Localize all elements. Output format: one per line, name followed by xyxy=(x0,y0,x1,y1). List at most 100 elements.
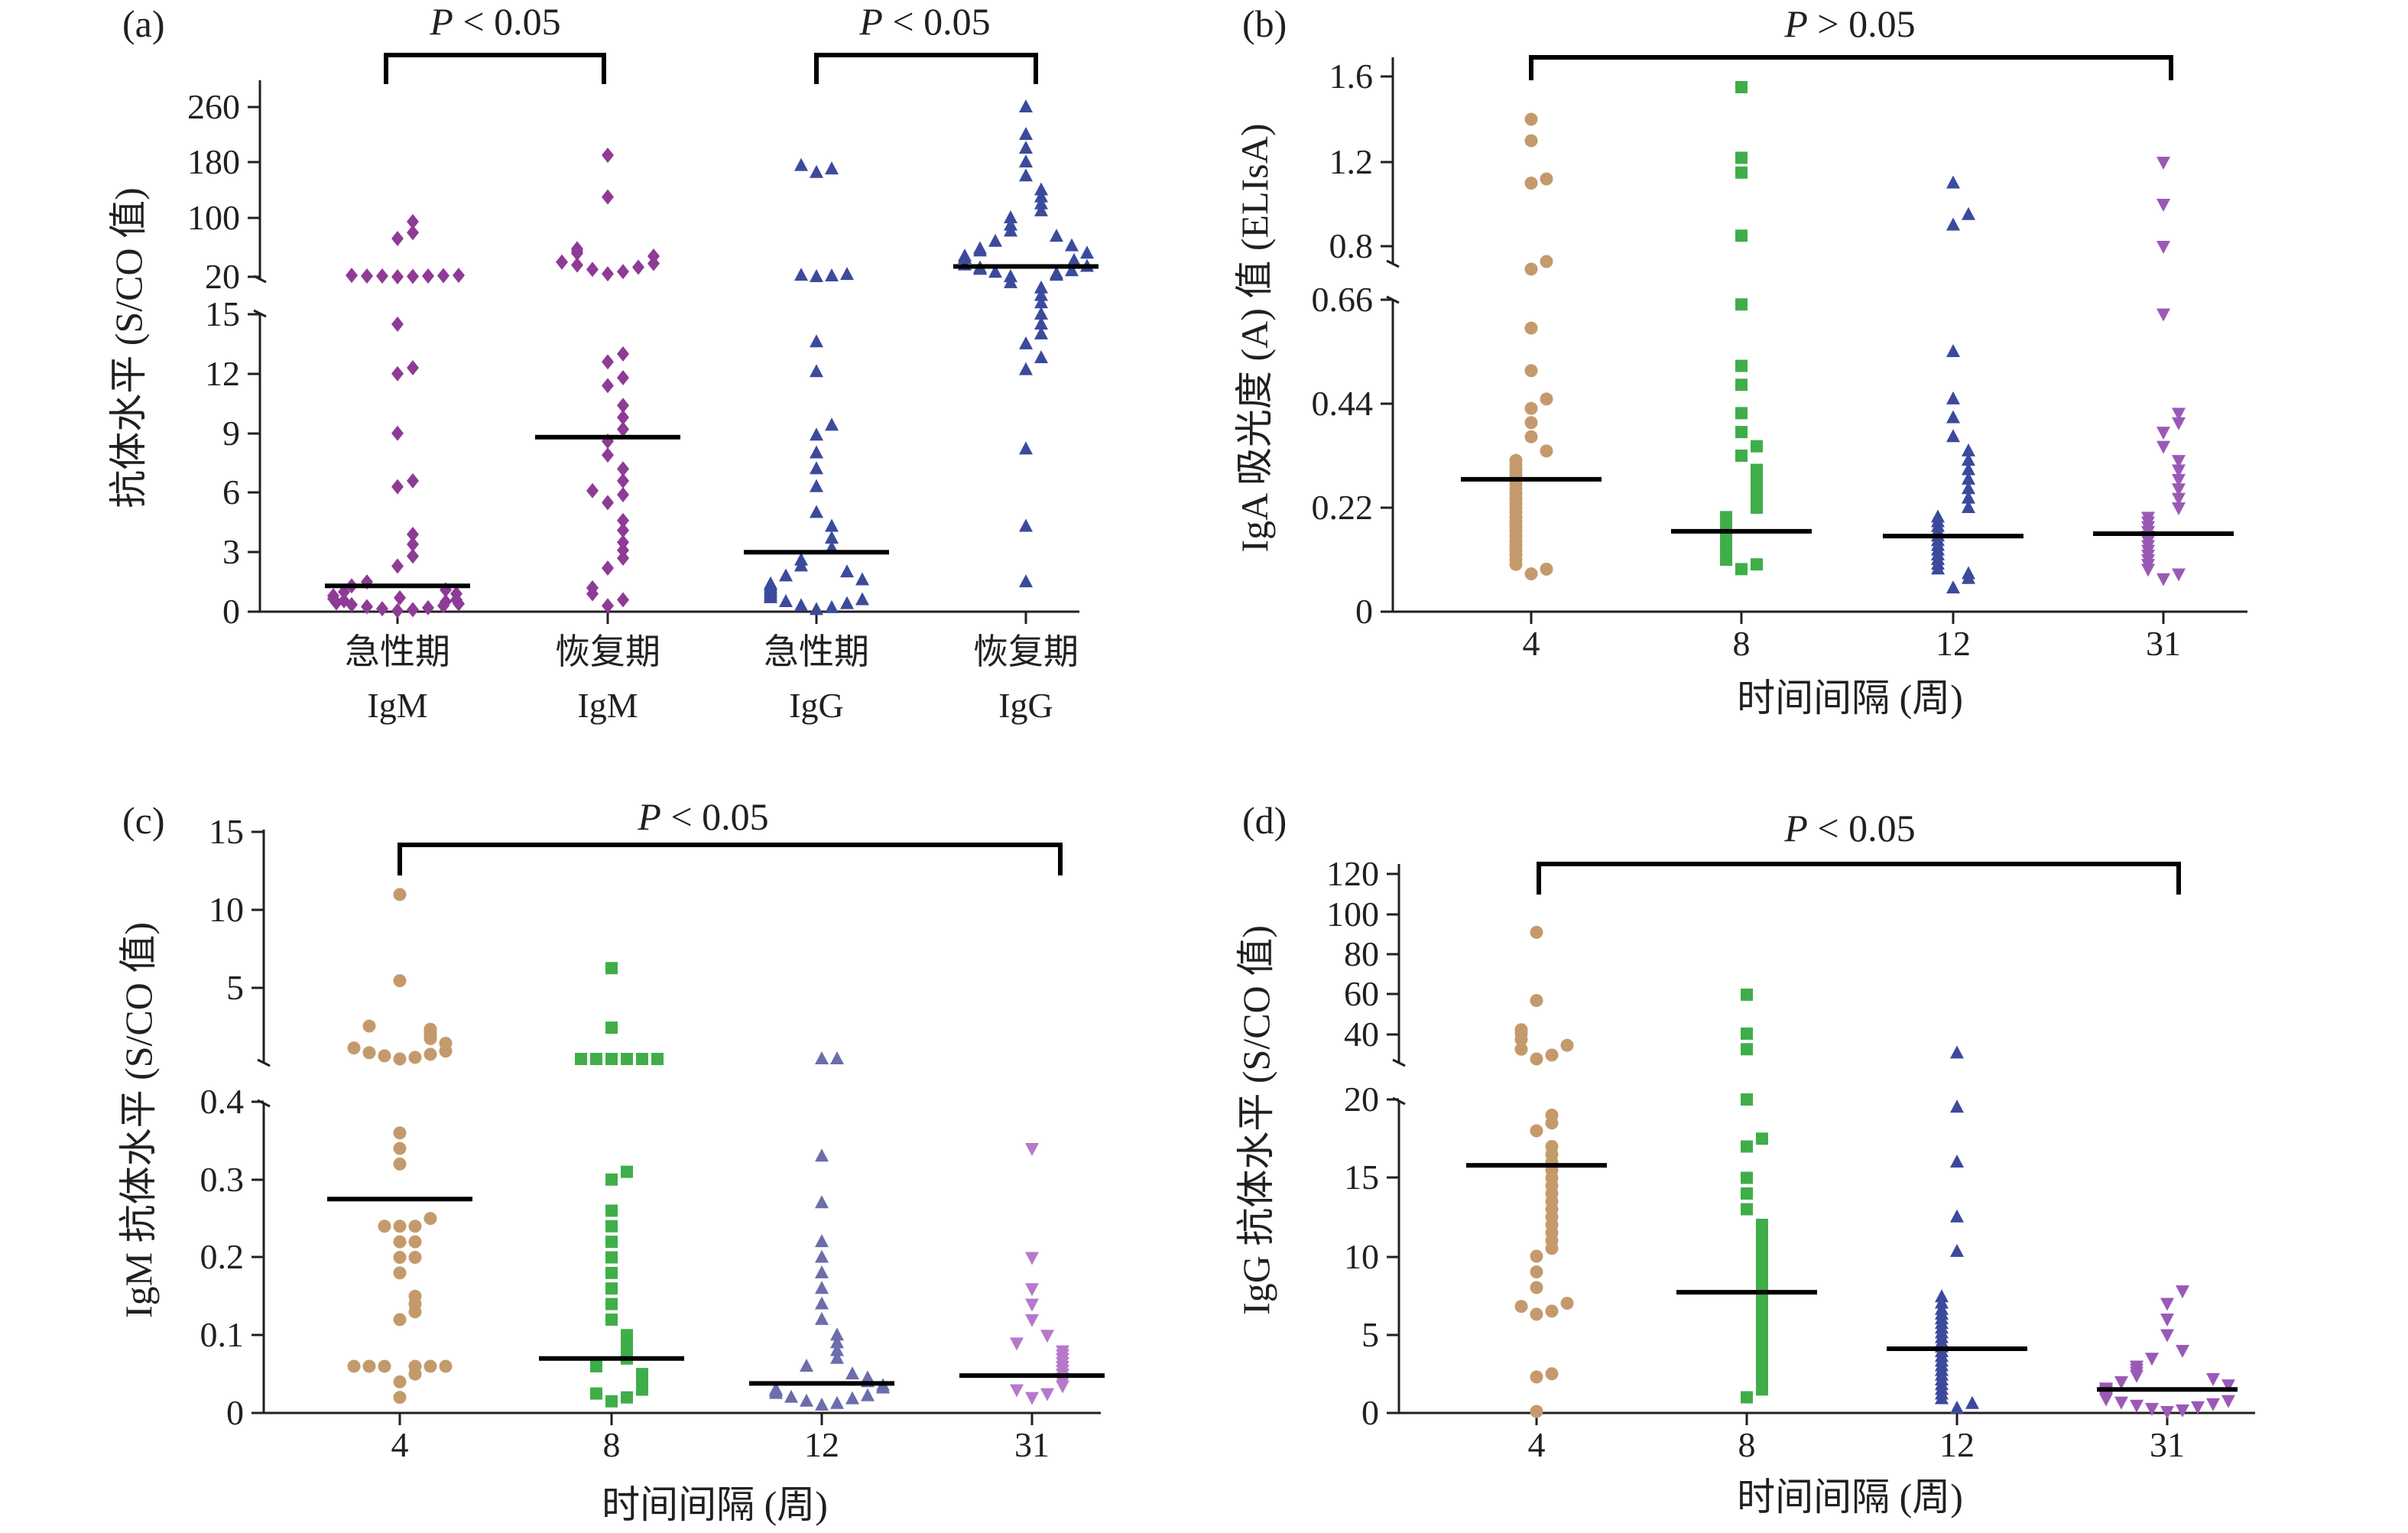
data-point xyxy=(1065,263,1079,277)
data-point xyxy=(1524,262,1538,276)
data-point xyxy=(1050,266,1063,280)
data-point xyxy=(602,560,614,576)
data-point xyxy=(988,265,1002,278)
y-tick-label: 0.1 xyxy=(200,1315,245,1354)
data-point xyxy=(1741,1093,1753,1106)
data-point xyxy=(1040,1330,1054,1343)
data-point xyxy=(2156,440,2170,454)
x-tick-label: IgG xyxy=(998,686,1053,725)
data-point xyxy=(424,1022,437,1036)
data-point xyxy=(825,531,839,544)
data-point xyxy=(2176,1345,2189,1358)
data-point xyxy=(1962,481,1975,495)
data-point xyxy=(393,1142,407,1155)
data-point xyxy=(617,534,629,551)
data-point xyxy=(605,1220,618,1233)
data-point xyxy=(1735,81,1748,93)
data-point xyxy=(769,1382,783,1395)
data-point xyxy=(393,1266,407,1280)
data-point xyxy=(1962,490,1975,504)
data-point xyxy=(617,473,629,489)
y-tick-label: 15 xyxy=(1344,1158,1379,1197)
x-tick-label: 31 xyxy=(2146,624,2181,663)
data-point xyxy=(1524,416,1538,430)
data-point xyxy=(1019,127,1033,140)
y-axis-title: IgM 抗体水平 (S/CO 值) xyxy=(117,922,160,1318)
data-point xyxy=(586,261,599,278)
data-point xyxy=(1056,1345,1069,1359)
data-point xyxy=(378,1359,391,1373)
data-point xyxy=(1034,189,1048,203)
data-point xyxy=(1741,1043,1753,1056)
data-point xyxy=(855,572,869,586)
data-point xyxy=(617,461,629,477)
data-point xyxy=(1946,344,1960,357)
x-tick-label: 31 xyxy=(1014,1425,1050,1464)
data-point xyxy=(1019,336,1033,349)
data-point xyxy=(1962,206,1975,220)
data-point xyxy=(1530,1405,1543,1418)
data-point xyxy=(2176,1285,2189,1299)
data-point xyxy=(810,269,823,282)
data-point xyxy=(2145,1402,2159,1416)
y-tick-label: 0.2 xyxy=(200,1237,245,1276)
data-point xyxy=(1545,1140,1559,1153)
data-point xyxy=(1530,925,1543,939)
series-group xyxy=(1931,175,1975,594)
data-point xyxy=(1509,453,1523,467)
data-point xyxy=(391,479,404,495)
data-point xyxy=(1034,295,1048,309)
x-tick-label: 8 xyxy=(1738,1425,1756,1464)
data-point xyxy=(605,962,618,975)
data-point xyxy=(779,568,793,582)
x-tick-label: 恢复期 xyxy=(973,632,1079,671)
data-point xyxy=(830,1335,844,1349)
data-point xyxy=(810,461,823,475)
data-point xyxy=(2160,1405,2174,1419)
y-tick-label: 60 xyxy=(1344,974,1379,1013)
y-tick-label: 80 xyxy=(1344,934,1379,973)
data-point xyxy=(1530,994,1543,1008)
x-tick-label: 急性期 xyxy=(764,632,869,671)
data-point xyxy=(422,268,434,284)
data-point xyxy=(830,1051,844,1064)
data-point xyxy=(1025,1143,1039,1157)
data-point xyxy=(1950,1099,1964,1113)
data-point xyxy=(602,266,614,282)
data-point xyxy=(830,1395,844,1409)
y-axis-title: 抗体水平 (S/CO 值) xyxy=(107,187,150,508)
data-point xyxy=(617,409,629,425)
data-point xyxy=(861,1370,875,1384)
data-point xyxy=(393,1126,407,1140)
data-point xyxy=(830,1327,844,1341)
data-point xyxy=(2156,199,2170,212)
data-point xyxy=(1741,1391,1753,1404)
data-point xyxy=(408,1251,422,1264)
data-point xyxy=(1735,563,1748,576)
data-point xyxy=(815,1051,829,1064)
y-tick-label: 0.44 xyxy=(1312,384,1374,423)
data-point xyxy=(825,417,839,431)
data-point xyxy=(378,1049,391,1063)
series-group xyxy=(1741,988,1768,1404)
data-point xyxy=(422,599,434,615)
data-point xyxy=(407,268,419,284)
data-point xyxy=(1962,462,1975,476)
data-point xyxy=(617,398,629,414)
data-point xyxy=(2172,473,2186,487)
panel-label: (d) xyxy=(1242,799,1287,842)
p-value-label: P < 0.05 xyxy=(858,0,990,43)
data-point xyxy=(424,1047,437,1061)
data-point xyxy=(575,1053,587,1065)
data-point xyxy=(393,974,407,988)
data-point xyxy=(617,421,629,437)
data-point xyxy=(1034,203,1048,216)
data-point xyxy=(1065,238,1079,252)
data-point xyxy=(815,1234,829,1248)
data-point xyxy=(393,1235,407,1249)
data-point xyxy=(394,589,406,606)
data-point xyxy=(393,1313,407,1327)
data-point xyxy=(2172,408,2186,421)
data-point xyxy=(1735,298,1748,311)
data-point xyxy=(2172,492,2186,506)
